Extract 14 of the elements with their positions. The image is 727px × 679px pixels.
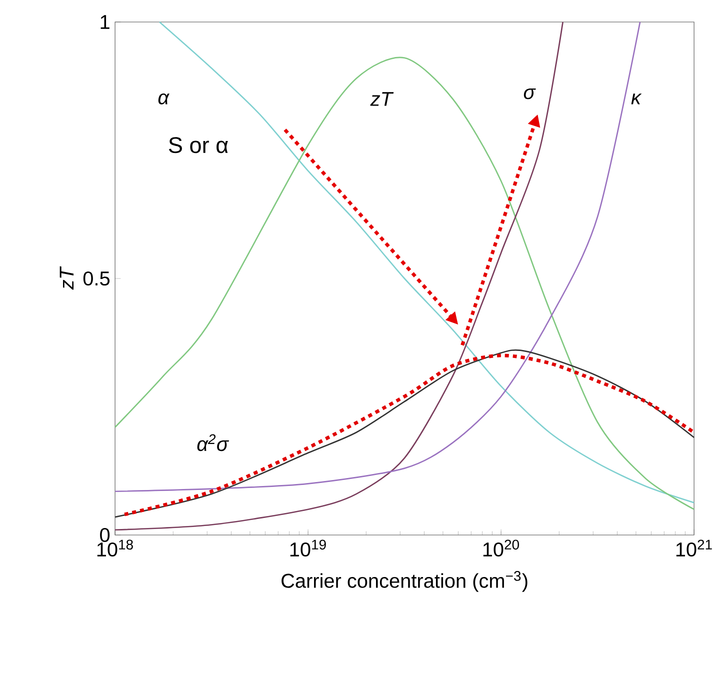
x-tick-label: 10$^{21}$ (676, 540, 712, 557)
x-tick-label: 10$^{19}$ (290, 540, 326, 557)
y-tick-label: 0.5 (83, 271, 110, 286)
y-tick-label: 1 (100, 15, 110, 29)
y-axis-title: zT (60, 266, 74, 290)
series-label: κ (631, 94, 642, 104)
annotation: S or α (168, 137, 228, 154)
text: α (158, 93, 170, 104)
series-label: σ (524, 88, 536, 100)
series-label: α$^{2}$σ (197, 434, 230, 452)
x-tick-label: 10$^{20}$ (483, 540, 520, 557)
x-axis-title: Carrier concentration (cm$^{−3}$) (282, 571, 528, 592)
series-label: zT (370, 92, 394, 106)
y-tick-label: 0 (100, 528, 110, 542)
